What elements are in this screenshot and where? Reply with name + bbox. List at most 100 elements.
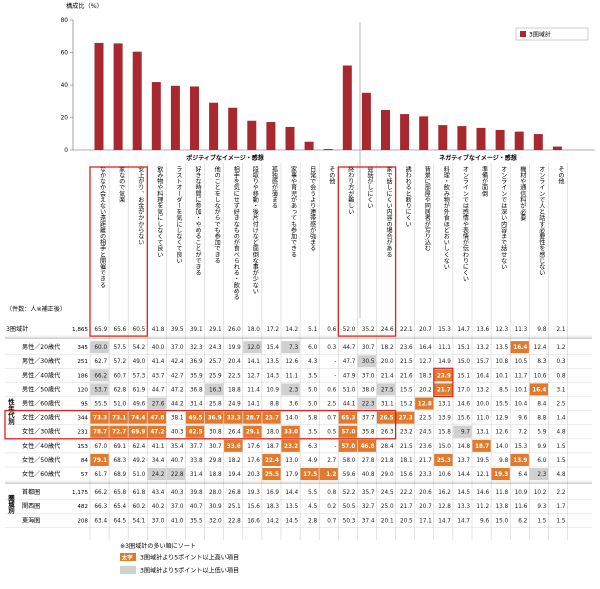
cell-bg-7-19 — [453, 425, 472, 438]
cell-0-17: 20.7 — [419, 327, 432, 333]
row-label-0: 3圏域計 — [6, 325, 28, 333]
cell-0-24: 2.1 — [556, 327, 565, 333]
row-label-7: 女性／30歳代 — [22, 428, 60, 436]
cell-9-19: 13.7 — [457, 458, 470, 464]
cell-13-16: 20.5 — [400, 518, 413, 524]
cell-7-16: 23.2 — [400, 430, 413, 436]
cell-2-2: 49.0 — [133, 359, 146, 365]
cell-4-21: 8.5 — [499, 387, 508, 393]
cell-2-17: 12.7 — [419, 359, 432, 365]
note-low-swatch — [120, 566, 136, 574]
cell-3-16: 21.6 — [400, 373, 413, 379]
cell-10-11: 17.5 — [303, 472, 317, 478]
cell-bg-8-7 — [224, 439, 243, 452]
frame-positive-top3 — [89, 166, 148, 337]
cell-10-19: 14.4 — [457, 472, 470, 478]
cell-6-10: 14.0 — [285, 416, 298, 422]
cell-8-10: 23.2 — [284, 444, 298, 450]
cell-bg-1-8 — [243, 341, 262, 354]
cell-7-4: 40.3 — [171, 430, 184, 436]
cell-6-23: 8.8 — [537, 416, 546, 422]
cell-6-11: 5.8 — [308, 416, 317, 422]
cell-11-10: 14.4 — [285, 490, 298, 496]
cell-bg-4-15 — [376, 383, 396, 396]
cell-11-5: 39.8 — [190, 490, 203, 496]
cell-8-1: 69.1 — [114, 444, 127, 450]
row-n-3: 186 — [77, 373, 88, 379]
cell-6-6: 36.9 — [208, 416, 222, 422]
bar-11 — [304, 141, 314, 150]
cell-bg-7-1 — [109, 425, 128, 438]
cell-7-9: 18.0 — [266, 430, 279, 436]
cell-9-23: 6.0 — [537, 458, 546, 464]
cell-6-19: 15.6 — [457, 416, 470, 422]
row-n-9: 84 — [81, 458, 89, 464]
cell-13-9: 14.2 — [266, 518, 279, 524]
cell-13-6: 32.0 — [209, 518, 222, 524]
cell-6-16: 27.3 — [399, 416, 413, 422]
cell-0-9: 17.2 — [266, 327, 279, 333]
cell-0-13: 52.0 — [343, 327, 356, 333]
cell-6-8: 28.7 — [246, 416, 260, 422]
cell-7-7: 26.4 — [228, 430, 241, 436]
cell-5-15: 31.1 — [381, 402, 394, 408]
row-n-12: 482 — [77, 504, 88, 510]
cell-9-21: 9.8 — [499, 458, 508, 464]
frame-female-20-30 — [4, 409, 397, 440]
cell-0-6: 29.1 — [209, 327, 222, 333]
category-label-7: 相手を気にせず好きなものが食べられる・飲める — [232, 165, 239, 300]
cell-bg-6-1 — [109, 411, 128, 424]
cell-2-9: 13.5 — [266, 359, 279, 365]
cell-13-5: 35.5 — [190, 518, 203, 524]
bar-14 — [361, 92, 371, 150]
cell-1-16: 23.6 — [400, 345, 413, 351]
cell-9-17: 21.7 — [419, 458, 432, 464]
cell-2-3: 41.4 — [152, 359, 165, 365]
cell-bg-6-2 — [128, 411, 147, 424]
bar-19 — [457, 126, 467, 150]
cell-9-9: 22.4 — [265, 458, 279, 464]
group-label-negative: ネガティブなイメージ・感想 — [439, 154, 517, 162]
category-label-18: 料理・飲み物が外食ほどおいしくない — [442, 165, 449, 270]
cell-0-7: 26.0 — [228, 327, 241, 333]
bar-15 — [381, 110, 390, 150]
row-n-0: 1,865 — [72, 327, 88, 333]
cell-10-13: 59.6 — [343, 472, 356, 478]
cell-12-7: 25.1 — [228, 504, 241, 510]
cell-6-17: 22.5 — [419, 416, 432, 422]
category-label-4: ラストオーダーを気にしなくて良い — [175, 166, 182, 264]
y-tick-label-1: 20 — [61, 116, 69, 122]
cell-4-15: 27.5 — [381, 387, 394, 393]
cell-0-0: 65.9 — [94, 327, 107, 333]
cell-5-3: 27.6 — [152, 402, 165, 408]
cell-0-16: 22.1 — [400, 327, 413, 333]
cell-12-1: 65.4 — [114, 504, 127, 510]
cell-7-24: 4.8 — [556, 430, 565, 436]
cell-0-20: 13.6 — [476, 327, 489, 333]
cell-0-22: 11.3 — [515, 327, 528, 333]
cell-0-4: 39.5 — [171, 327, 184, 333]
cell-4-1: 62.8 — [114, 387, 127, 393]
frame-food-male — [433, 367, 454, 398]
cell-5-16: 15.2 — [400, 402, 413, 408]
cell-bg-7-0 — [90, 425, 109, 438]
bar-12 — [323, 149, 333, 150]
cell-2-20: 15.7 — [476, 359, 489, 365]
cell-bg-7-3 — [147, 425, 166, 438]
note-high-swatch — [120, 553, 136, 561]
cell-bg-10-9 — [262, 468, 281, 481]
cell-11-20: 14.6 — [476, 490, 489, 496]
note-high-swatch-text: 太字 — [122, 554, 134, 562]
cell-4-7: 18.8 — [228, 387, 241, 393]
cell-bg-8-13 — [338, 439, 357, 452]
cell-1-11: 6.0 — [308, 345, 317, 351]
category-label-17: 背景に部屋や同居者が写り込む — [423, 165, 430, 251]
cell-3-0: 66.2 — [94, 373, 107, 379]
cell-5-13: 44.1 — [343, 402, 356, 408]
cell-5-18: 13.1 — [438, 402, 451, 408]
cell-6-18: 13.9 — [438, 416, 451, 422]
cell-1-12: 0.3 — [327, 345, 336, 351]
row-n-4: 120 — [77, 387, 88, 393]
cell-4-19: 17.0 — [457, 387, 470, 393]
